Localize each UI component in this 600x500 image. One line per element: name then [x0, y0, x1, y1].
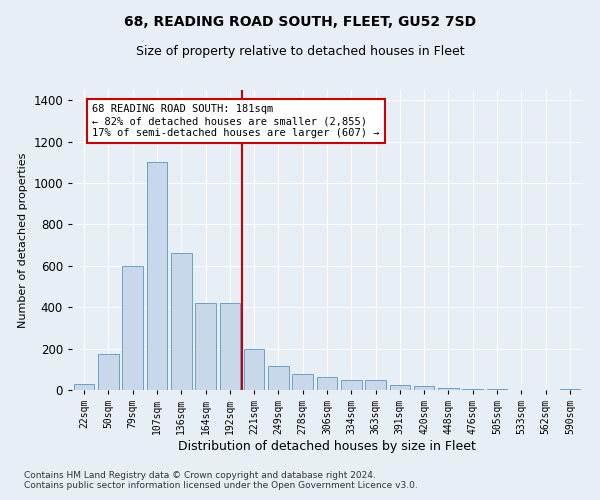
Bar: [463, 389, 483, 390]
Bar: [560, 389, 580, 390]
Text: Size of property relative to detached houses in Fleet: Size of property relative to detached ho…: [136, 45, 464, 58]
Bar: [220, 303, 240, 390]
Bar: [146, 162, 167, 390]
Bar: [98, 354, 119, 390]
Bar: [195, 303, 216, 390]
X-axis label: Distribution of detached houses by size in Fleet: Distribution of detached houses by size …: [178, 440, 476, 453]
Bar: [365, 380, 386, 390]
Bar: [292, 374, 313, 390]
Bar: [389, 385, 410, 390]
Bar: [171, 254, 191, 390]
Bar: [122, 266, 143, 390]
Y-axis label: Number of detached properties: Number of detached properties: [17, 152, 28, 328]
Text: Contains HM Land Registry data © Crown copyright and database right 2024.
Contai: Contains HM Land Registry data © Crown c…: [24, 470, 418, 490]
Bar: [341, 380, 362, 390]
Bar: [414, 386, 434, 390]
Bar: [317, 376, 337, 390]
Bar: [438, 388, 459, 390]
Bar: [487, 389, 508, 390]
Bar: [244, 348, 265, 390]
Text: 68, READING ROAD SOUTH, FLEET, GU52 7SD: 68, READING ROAD SOUTH, FLEET, GU52 7SD: [124, 15, 476, 29]
Bar: [74, 384, 94, 390]
Bar: [268, 366, 289, 390]
Text: 68 READING ROAD SOUTH: 181sqm
← 82% of detached houses are smaller (2,855)
17% o: 68 READING ROAD SOUTH: 181sqm ← 82% of d…: [92, 104, 379, 138]
